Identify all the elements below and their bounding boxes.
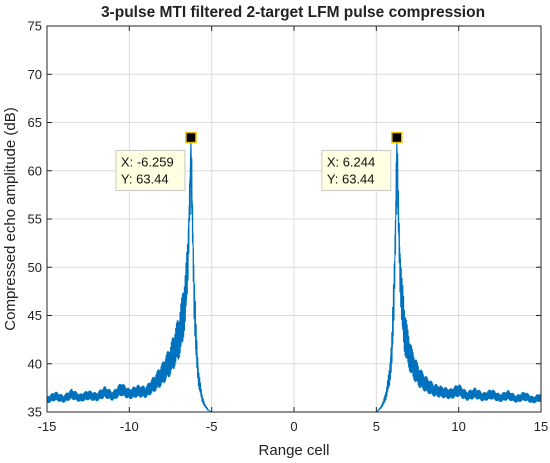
datatip-box xyxy=(321,150,392,192)
x-axis-label: Range cell xyxy=(259,442,330,459)
datatip-box xyxy=(115,150,186,192)
y-tick-label: 55 xyxy=(28,212,42,227)
datatip-x-value: X: -6.259 xyxy=(121,155,174,170)
y-tick-label: 35 xyxy=(28,405,42,420)
x-tick-label: -15 xyxy=(38,419,57,434)
y-tick-label: 40 xyxy=(28,356,42,371)
y-tick-label: 70 xyxy=(28,67,42,82)
axis-ticks: -15 -10 -5 0 5 10 15 35 40 45 50 55 60 65 70 75 xyxy=(28,19,549,435)
y-tick-label: 50 xyxy=(28,260,42,275)
datatip-y-value: Y: 63.44 xyxy=(121,172,169,187)
chart-title: 3-pulse MTI filtered 2-target LFM pulse … xyxy=(101,4,485,21)
x-tick-label: -10 xyxy=(120,419,139,434)
datatip-marker[interactable] xyxy=(391,131,403,144)
x-tick-label: 15 xyxy=(534,419,548,434)
y-tick-label: 75 xyxy=(28,19,42,34)
y-tick-label: 45 xyxy=(28,308,42,323)
x-tick-label: 5 xyxy=(373,419,380,434)
datatip[interactable]: X: 6.244 Y: 63.44 xyxy=(321,131,403,192)
datatips: X: -6.259 Y: 63.44 X: 6.244 Y: 63.44 xyxy=(115,131,403,192)
datatip[interactable]: X: -6.259 Y: 63.44 xyxy=(115,131,197,192)
datatip-marker[interactable] xyxy=(185,131,197,144)
x-tick-label: 0 xyxy=(290,419,297,434)
datatip-x-value: X: 6.244 xyxy=(327,155,375,170)
amplitude-line xyxy=(47,137,541,412)
x-tick-label: -5 xyxy=(206,419,218,434)
series-line xyxy=(47,137,541,412)
datatip-y-value: Y: 63.44 xyxy=(327,172,375,187)
y-tick-label: 60 xyxy=(28,163,42,178)
x-tick-label: 10 xyxy=(451,419,465,434)
y-axis-label: Compressed echo amplitude (dB) xyxy=(2,107,19,330)
y-tick-label: 65 xyxy=(28,115,42,130)
